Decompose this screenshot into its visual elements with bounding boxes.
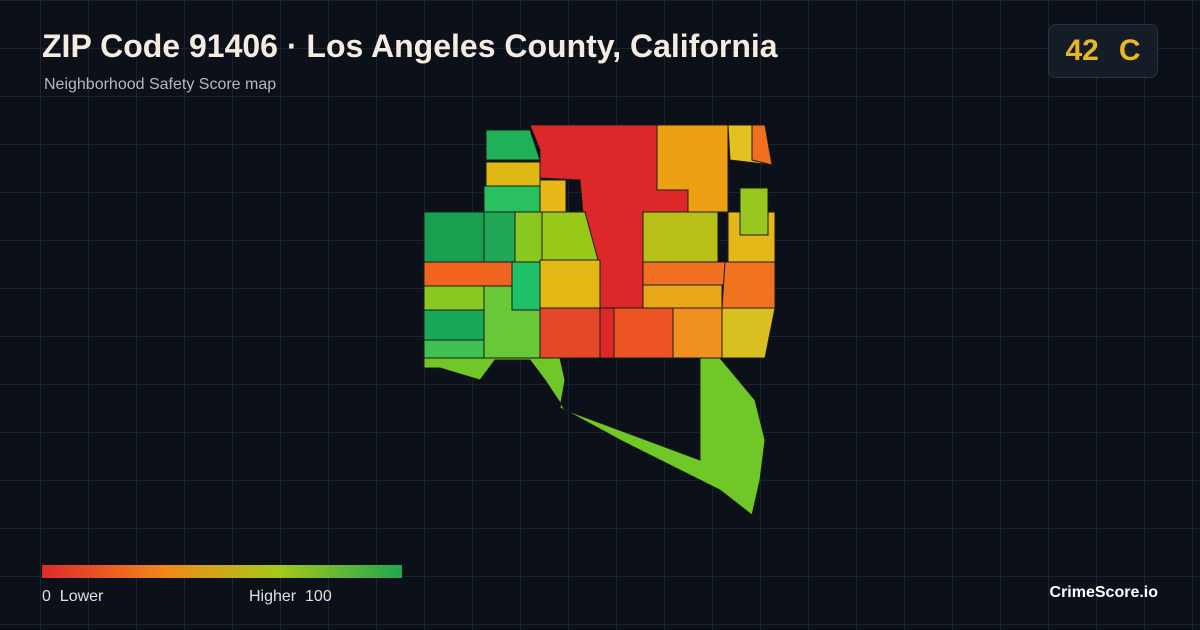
title: ZIP Code 91406 · Los Angeles County, Cal… [42,28,778,64]
region [642,211,719,263]
region [423,357,766,516]
region [514,211,543,263]
legend-max: Higher 100 [249,588,332,606]
region [423,261,513,287]
region [721,261,776,309]
region [539,259,601,309]
region [423,309,485,341]
subtitle: Neighborhood Safety Score map [44,76,277,93]
region [423,211,485,263]
region [511,261,541,311]
score-badge: 42 C [1048,24,1158,78]
score: 42 [1065,34,1099,67]
region [599,307,615,359]
region [739,187,769,236]
legend-scale [42,565,402,578]
legend-max-value: 100 [305,588,332,605]
region [423,339,485,359]
legend-min-label: Lower [59,588,104,605]
region [642,261,726,286]
region [485,161,541,187]
grade: C [1118,34,1141,67]
region [613,307,674,359]
region [539,307,601,359]
region [672,307,723,359]
region [483,185,541,213]
region [423,285,485,311]
legend-max-label: Higher [249,588,297,605]
region [642,284,723,309]
legend-min-value: 0 [42,588,51,605]
region [485,129,541,161]
brand: CrimeScore.io [1049,584,1158,601]
region [751,124,773,166]
region [721,307,776,359]
region [539,179,567,213]
legend-min: 0 Lower [42,588,103,606]
